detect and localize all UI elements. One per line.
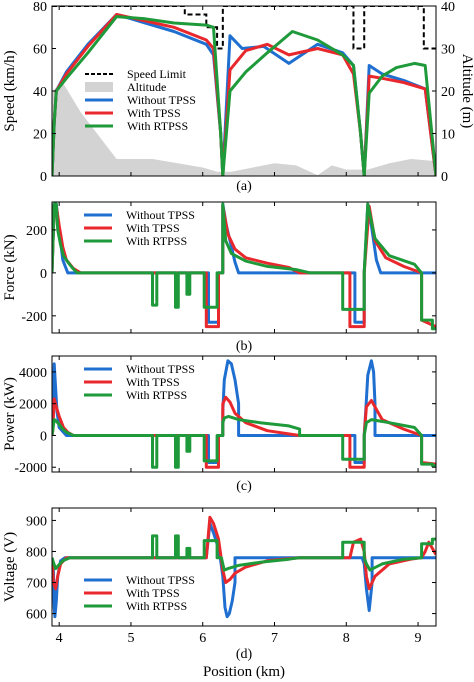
x-tick-label: 4 (56, 631, 63, 646)
plot-area (52, 6, 436, 176)
panel-caption: (d) (236, 647, 253, 662)
x-tick-label: 6 (199, 631, 206, 646)
y-tick-label: 20 (33, 128, 47, 143)
plot-area (52, 359, 436, 469)
y-tick-label: 60 (33, 43, 47, 58)
y-tick-label: 0 (40, 267, 47, 282)
y-tick-label: 800 (26, 545, 47, 560)
plot-area (52, 202, 436, 331)
y-axis-label: Power (kW) (2, 377, 18, 451)
y-axis-label: Speed (km/h) (2, 50, 18, 131)
legend-label: With RTPSS (127, 119, 188, 133)
legend-label: With RTPSS (126, 234, 187, 248)
x-tick-label: 5 (127, 631, 134, 646)
y-tick-label: -2000 (14, 461, 47, 476)
series-line-with-rtpss (52, 15, 436, 176)
plot-area (52, 515, 436, 619)
legend-label: Without TPSS (126, 208, 195, 222)
series-line-with-rtpss (52, 414, 436, 469)
legend-label: Altitude (127, 80, 166, 94)
y-tick-label: 40 (33, 85, 47, 100)
panel-a: 0 20 40 60 80 0 10 20 30 40 Altitude (m) Speed (km/… (2, 0, 474, 194)
panel-caption: (a) (236, 179, 252, 194)
legend-label: Without TPSS (127, 93, 196, 107)
x-tick-label: 9 (415, 631, 422, 646)
panel-caption: (b) (236, 339, 253, 354)
axes-box (51, 201, 437, 334)
y-axis-label: Force (kN) (2, 234, 18, 300)
series-line-without-tpss (52, 522, 436, 619)
legend-label: With TPSS (126, 375, 180, 389)
y-tick-label: 80 (33, 0, 47, 15)
y-tick-label: 700 (26, 577, 47, 592)
x-tick-label: 8 (343, 631, 350, 646)
series-line-without-tpss (52, 202, 436, 324)
axes-box (51, 507, 437, 627)
y2-tick-label: 30 (441, 43, 455, 58)
y2-tick-label: 40 (441, 0, 455, 15)
series-line-with-tpss (52, 395, 436, 469)
y2-axis-label: Altitude (m) (459, 54, 474, 129)
y2-tick-label: 0 (441, 170, 448, 185)
y-tick-label: 4000 (19, 366, 47, 381)
y-tick-label: 900 (26, 514, 47, 529)
panel-caption: (c) (236, 479, 252, 494)
series-line-with-rtpss (52, 202, 436, 331)
x-axis-label: Position (km) (203, 664, 285, 680)
legend-label: With RTPSS (126, 388, 187, 402)
altitude-area (52, 82, 436, 176)
y-axis-label: Voltage (V) (2, 532, 18, 602)
legend-label: With TPSS (127, 106, 181, 120)
axes-box (51, 355, 437, 473)
legend-label: With RTPSS (126, 599, 187, 613)
y-tick-label: 0 (40, 170, 47, 185)
legend-label: Speed Limit (127, 67, 187, 81)
y-tick-label: -200 (21, 310, 47, 325)
y-tick-label: 0 (40, 429, 47, 444)
legend-label: Without TPSS (126, 362, 195, 376)
legend-label: With TPSS (126, 221, 180, 235)
series-line-with-rtpss (52, 534, 436, 572)
legend-swatch (85, 82, 113, 92)
y-tick-label: 600 (26, 608, 47, 623)
legend-label: With TPSS (126, 586, 180, 600)
y-tick-label: 2000 (19, 398, 47, 413)
speed-limit-line (52, 6, 436, 50)
panel-d: 600 700 800 900 4 5 6 7 8 9 Voltage (V) (d) Without … (2, 507, 437, 662)
series-line-with-tpss (52, 515, 436, 591)
y-tick-label: 200 (26, 224, 47, 239)
legend-label: Without TPSS (126, 573, 195, 587)
y2-tick-label: 20 (441, 85, 455, 100)
y2-tick-label: 10 (441, 128, 455, 143)
x-tick-label: 7 (271, 631, 278, 646)
